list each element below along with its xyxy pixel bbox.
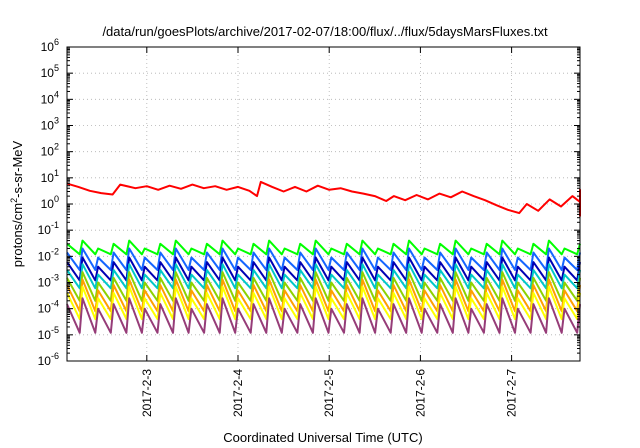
y-tick-label: 100 (41, 194, 59, 211)
x-tick-label: 2017-2-4 (231, 369, 245, 417)
y-axis-label: protons/cm2-s-sr-MeV (9, 140, 25, 267)
y-tick-label: 10-6 (38, 351, 59, 368)
y-tick-label: 10-5 (38, 325, 59, 342)
y-tick-label: 106 (41, 37, 59, 54)
x-tick-label: 2017-2-6 (413, 369, 427, 417)
y-tick-label: 101 (41, 168, 59, 185)
axis-ticks: 10-6 10-5 10-4 10-3 10-2 10-1 100 101 102 103 104 1… (38, 37, 580, 417)
plot-frame (66, 46, 581, 362)
series-line-5 (66, 263, 581, 290)
chart-title: /data/run/goesPlots/archive/2017-02-07/1… (102, 24, 548, 39)
y-tick-label: 10-1 (38, 220, 59, 237)
y-tick-label: 105 (41, 63, 59, 80)
y-tick-label: 102 (41, 142, 59, 159)
series-lines (66, 180, 581, 334)
x-tick-label: 2017-2-5 (322, 369, 336, 417)
y-axis-label-main: protons/cm (10, 203, 25, 267)
y-axis-label-suffix: -s-sr-MeV (10, 140, 25, 197)
series-line-3 (66, 247, 581, 271)
x-tick-label: 2017-2-7 (505, 369, 519, 417)
y-tick-label: 10-3 (38, 273, 59, 290)
series-line-9 (66, 297, 581, 334)
y-tick-label: 103 (41, 116, 59, 133)
x-axis-label: Coordinated Universal Time (UTC) (223, 430, 422, 445)
y-tick-label: 10-4 (38, 299, 59, 316)
x-tick-label: 2017-2-3 (140, 369, 154, 417)
y-tick-label: 10-2 (38, 246, 59, 263)
grid-lines (67, 47, 580, 361)
series-line-2 (66, 239, 581, 256)
series-line-8 (66, 285, 581, 321)
y-tick-label: 104 (41, 89, 59, 106)
y-axis-label-superscript: 2 (9, 198, 19, 203)
